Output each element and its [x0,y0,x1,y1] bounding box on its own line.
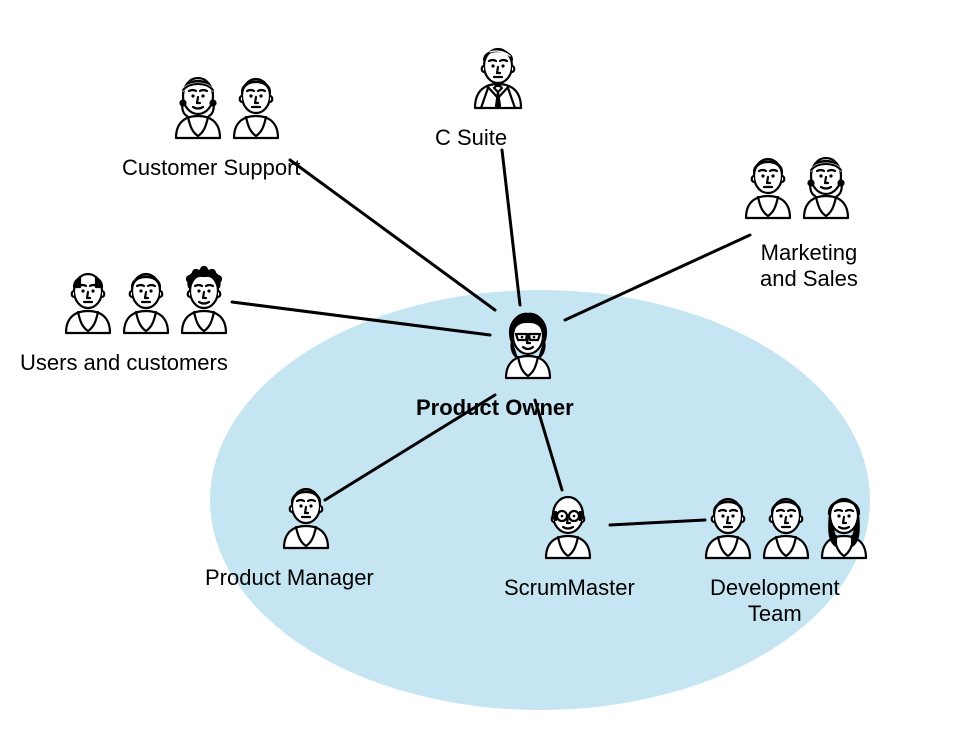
person-icon [228,70,284,140]
label-customer-support: Customer Support [122,155,301,181]
person-icon [118,265,174,335]
person-icon [758,490,814,560]
person-icon [470,40,526,110]
person-icon [540,490,596,560]
label-dev-team: Development Team [710,575,840,628]
person-icon [176,265,232,335]
person-icon [740,150,796,220]
person-icon [60,265,116,335]
person-icon [798,150,854,220]
label-users-customers: Users and customers [20,350,228,376]
label-product-manager: Product Manager [205,565,374,591]
label-product-owner: Product Owner [416,395,574,421]
label-scrum-master: ScrumMaster [504,575,635,601]
person-icon [700,490,756,560]
person-icon [278,480,334,550]
person-icon [170,70,226,140]
label-c-suite: C Suite [435,125,507,151]
diagram-canvas: { "diagram": { "type": "network", "width… [0,0,960,743]
person-icon [816,490,872,560]
label-marketing-sales: Marketing and Sales [760,240,858,293]
person-icon [500,310,556,380]
